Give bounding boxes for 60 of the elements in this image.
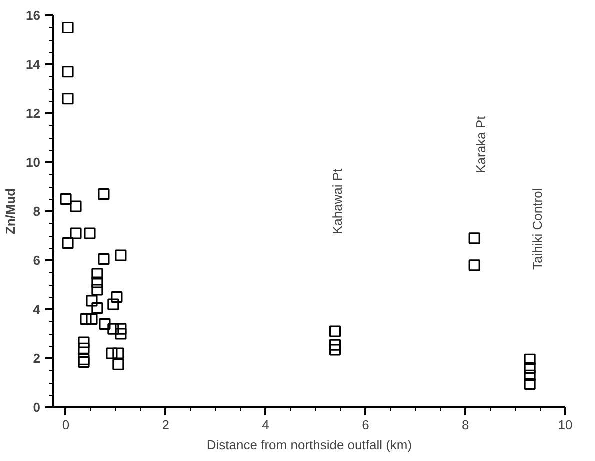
annotation: Kahawai Pt (330, 168, 346, 235)
y-tick-label: 12 (26, 106, 41, 121)
point (62, 238, 74, 250)
x-tick-label: 2 (162, 418, 170, 432)
point (78, 342, 90, 354)
point (84, 228, 96, 240)
point (329, 344, 342, 356)
y-tick-label: 6 (33, 253, 41, 268)
y-tick-label: 4 (33, 302, 42, 317)
y-tick-label: 8 (33, 204, 41, 219)
point (78, 354, 90, 366)
x-tick-label: 8 (462, 418, 470, 432)
point (60, 193, 72, 206)
point (62, 93, 74, 105)
point (86, 314, 98, 326)
y-tick-label: 16 (26, 8, 41, 23)
point (70, 228, 82, 240)
point (92, 276, 104, 288)
y-tick-label: 10 (26, 155, 41, 170)
point (98, 253, 110, 266)
point (115, 250, 127, 262)
point (78, 336, 90, 348)
point (80, 314, 92, 326)
point (108, 298, 120, 310)
x-axis-title: Distance from northside outfall (km) (206, 438, 412, 452)
point (92, 302, 104, 314)
point (62, 22, 74, 34)
point (524, 362, 536, 374)
point (524, 354, 536, 366)
point (115, 323, 127, 335)
annotation: Karaka Pt (474, 116, 489, 174)
y-tick-label: 14 (26, 57, 42, 72)
x-tick-label: 4 (262, 418, 270, 432)
point (70, 200, 82, 212)
point (112, 358, 124, 370)
y-tick-label: 2 (33, 351, 41, 366)
x-tick-label: 6 (362, 418, 370, 432)
point (92, 268, 104, 280)
point (111, 291, 123, 304)
point (98, 188, 110, 200)
x-tick-label: 10 (558, 418, 573, 432)
point (86, 295, 98, 307)
point (112, 348, 124, 360)
point (115, 328, 127, 340)
point (78, 356, 90, 368)
annotation: Taihiki Control (530, 188, 545, 270)
point (468, 260, 480, 272)
point (99, 318, 111, 330)
point (108, 323, 120, 335)
point (468, 232, 480, 244)
point (329, 326, 342, 338)
point (62, 66, 74, 78)
y-axis-title: Zn/Mud (3, 188, 18, 235)
point (92, 284, 104, 296)
point (524, 378, 536, 390)
x-tick-label: 0 (62, 418, 70, 432)
point (329, 339, 342, 351)
point (524, 370, 536, 382)
y-tick-label: 0 (33, 400, 41, 415)
point (106, 348, 118, 360)
